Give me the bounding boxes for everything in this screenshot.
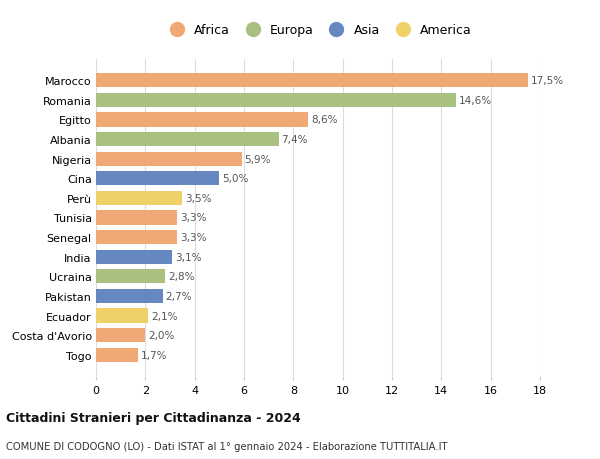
Bar [96, 269, 165, 284]
Bar [96, 172, 220, 186]
Text: 5,0%: 5,0% [222, 174, 248, 184]
Text: 3,5%: 3,5% [185, 194, 212, 203]
Bar [96, 74, 527, 88]
Bar [96, 250, 172, 264]
Bar [96, 230, 178, 245]
Text: COMUNE DI CODOGNO (LO) - Dati ISTAT al 1° gennaio 2024 - Elaborazione TUTTITALIA: COMUNE DI CODOGNO (LO) - Dati ISTAT al 1… [6, 441, 448, 451]
Text: 14,6%: 14,6% [459, 95, 492, 106]
Text: 2,8%: 2,8% [168, 272, 194, 282]
Text: 17,5%: 17,5% [530, 76, 564, 86]
Bar [96, 152, 242, 167]
Bar [96, 348, 138, 362]
Text: 3,3%: 3,3% [181, 233, 207, 242]
Text: 5,9%: 5,9% [244, 154, 271, 164]
Bar [96, 94, 456, 108]
Text: 7,4%: 7,4% [281, 135, 308, 145]
Text: 8,6%: 8,6% [311, 115, 338, 125]
Bar [96, 113, 308, 127]
Text: 3,1%: 3,1% [175, 252, 202, 262]
Text: 1,7%: 1,7% [141, 350, 167, 360]
Bar [96, 133, 278, 147]
Text: 3,3%: 3,3% [181, 213, 207, 223]
Bar [96, 191, 182, 206]
Text: 2,7%: 2,7% [166, 291, 192, 301]
Bar [96, 211, 178, 225]
Text: 2,1%: 2,1% [151, 311, 177, 321]
Text: 2,0%: 2,0% [148, 330, 175, 341]
Bar [96, 289, 163, 303]
Bar [96, 309, 148, 323]
Text: Cittadini Stranieri per Cittadinanza - 2024: Cittadini Stranieri per Cittadinanza - 2… [6, 412, 301, 425]
Legend: Africa, Europa, Asia, America: Africa, Europa, Asia, America [161, 22, 475, 39]
Bar [96, 328, 145, 342]
